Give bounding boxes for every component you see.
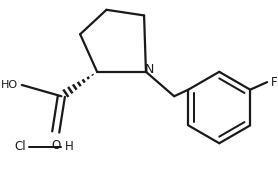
Text: F: F [271,76,277,89]
Text: N: N [145,63,154,76]
Text: O: O [51,139,60,152]
Text: Cl: Cl [14,140,26,153]
Text: HO: HO [1,80,18,90]
Text: H: H [65,140,74,153]
